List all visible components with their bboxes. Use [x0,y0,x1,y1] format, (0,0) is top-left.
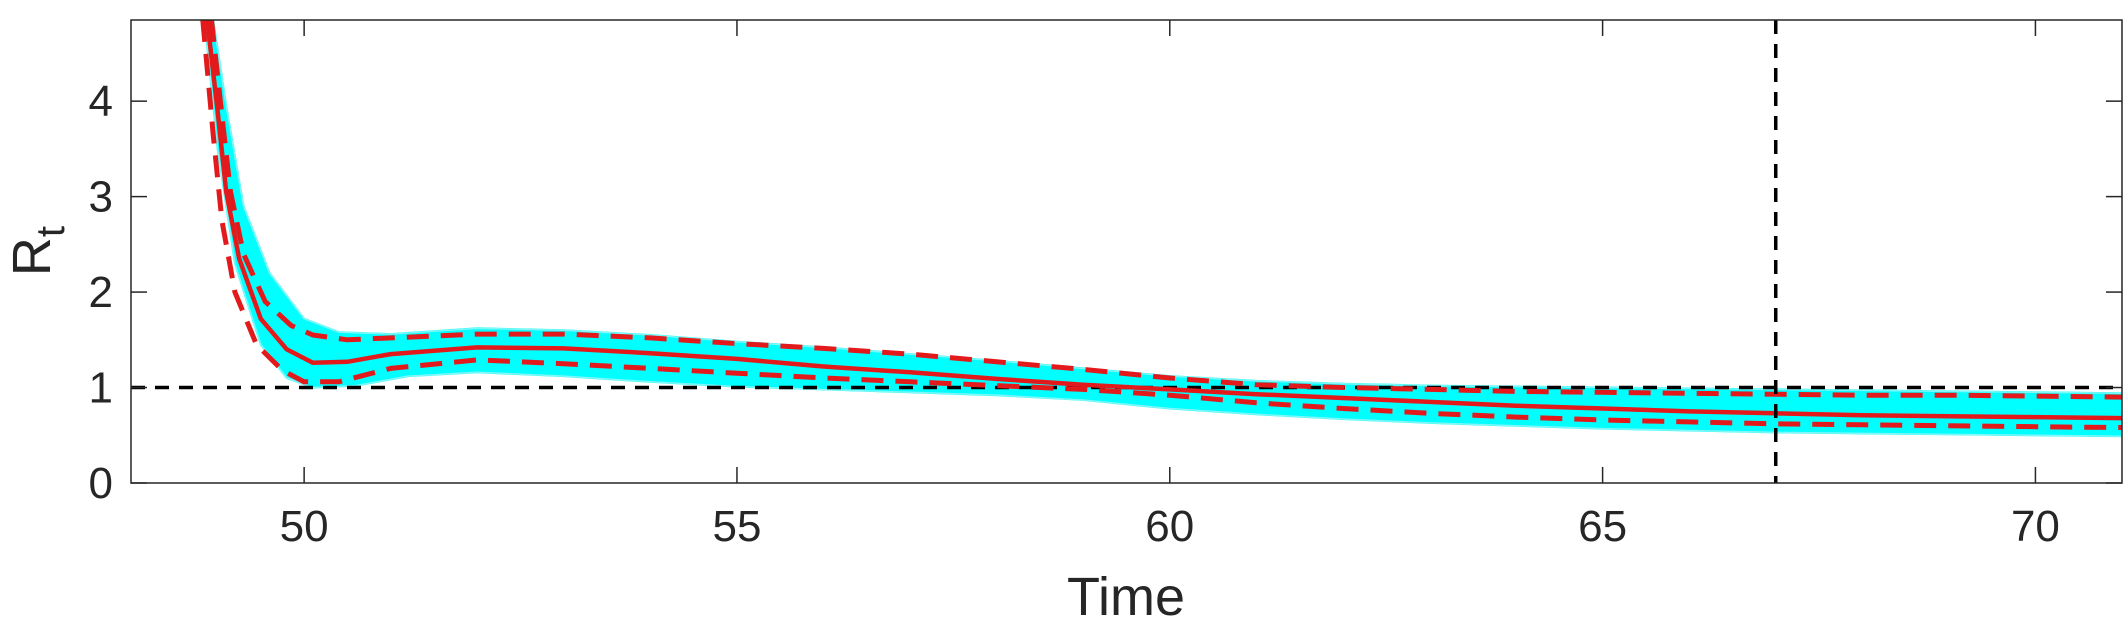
y-axis-label-main: R [2,237,62,276]
lower-bound-line [200,20,2122,431]
y-tick-label: 2 [89,268,113,317]
axes-layer: 50 55 60 65 70 0 1 2 3 4 [89,19,2123,551]
upper-bound-line [209,20,2122,400]
x-tick-label: 50 [280,502,329,551]
x-tick-label: 60 [1145,502,1194,551]
y-axis-label-subscript: t [29,226,73,237]
median-line [204,20,2122,421]
x-tick-label: 55 [712,502,761,551]
y-tick-label: 4 [89,77,113,126]
series-layer [131,20,2122,483]
x-tick-label: 65 [1578,502,1627,551]
plot-frame [130,19,2123,484]
y-tick-label: 1 [89,364,113,413]
y-tick-label: 3 [89,173,113,222]
y-axis-label: Rt [2,226,73,276]
y-tick-label: 0 [89,459,113,508]
y-axis-label-group: Rt [2,226,73,276]
x-tick-label: 70 [2011,502,2060,551]
ensemble-edge-line [203,20,2122,437]
x-axis-label: Time [1067,567,1185,627]
